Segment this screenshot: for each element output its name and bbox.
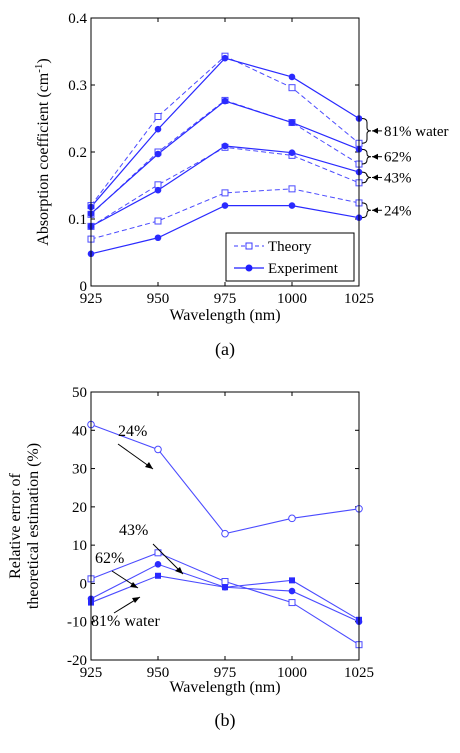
group-brace [361,148,372,165]
experiment-point [288,73,296,81]
error-point [221,529,229,538]
experiment-point [154,186,162,194]
panel-a-x-tick-label: 950 [147,291,170,307]
panel-b-x-tick-label: 1025 [344,665,374,681]
error-point [289,577,295,584]
panel-b-x-tick-label: 925 [80,665,103,681]
error-point [221,578,229,586]
error-point [155,572,161,579]
annotation-62-arrowhead [130,582,138,588]
panel-b-y-axis-label-line2: theoretical estimation (%) [25,443,42,609]
panel-b-x-tick-label: 1000 [277,665,307,681]
experiment-point [288,119,296,126]
panel-b-y-tick-label: 20 [72,500,87,516]
panel-b-y-tick-label: 30 [72,462,87,478]
group-brace [361,202,372,219]
group-arrowhead [372,127,378,134]
experiment-point [221,142,229,150]
legend-box [225,232,355,282]
experiment-point [221,202,229,209]
panel-b-x-axis-label: Wavelength (nm) [169,679,280,696]
error-series-line [90,552,360,646]
experiment-series-line [90,145,360,227]
error-point [222,584,228,591]
panel-a-y-axis-label: Absorption coefficient (cm-1) [33,58,52,245]
group-arrowhead [372,153,378,160]
panel-a-x-tick-label: 975 [214,291,237,307]
panel-b-y-tick-label: 50 [72,385,87,401]
experiment-series-line [90,100,360,215]
group-arrowhead [372,174,378,181]
experiment-point [288,202,296,209]
panel-a-x-tick-label: 1000 [277,291,307,307]
annotation-81-arrowhead [132,597,140,603]
theory-point [288,185,296,193]
panel-b-y-tick-label: 0 [80,576,88,592]
error-point [154,549,162,557]
legend-theory-marker [245,242,253,250]
panel-a-y-tick-label: 0 [80,279,88,295]
group-label: 81% water [384,124,449,140]
annotation-24-arrowhead [145,462,153,469]
legend-experiment-label: Experiment [268,261,339,277]
panel-b: 925 950 975 1000 1025 -20 -10 0 10 20 30 40 50 Wavel… [7,385,374,731]
panel-a-x-tick-label: 1025 [344,291,374,307]
panel-a-plot-frame [90,17,360,287]
group-brace [361,171,372,184]
legend-theory-label: Theory [268,239,312,255]
panel-a-x-axis-label: Wavelength (nm) [169,307,280,324]
experiment-point [154,234,162,242]
panel-a-x-tick-label: 925 [80,291,103,307]
panel-b-y-axis-label-line1: Relative error of [7,472,24,578]
error-point [288,514,296,523]
experiment-point [288,149,296,156]
panel-a-y-tick-label: 0.1 [68,212,87,228]
theory-point [221,189,229,197]
panel-b-y-tick-label: 10 [72,538,87,554]
panel-a-y-tick-label: 0.3 [68,78,87,94]
experiment-point [154,150,162,158]
group-arrowhead [372,207,378,214]
panel-b-x-tick-label: 975 [214,665,237,681]
error-point [288,587,296,595]
theory-series-line [90,55,360,206]
annotation-24-label: 24% [118,423,147,440]
panel-b-x-tick-label: 950 [147,665,170,681]
theory-point [154,112,162,120]
panel-a-y-tick-label: 0.2 [68,145,87,161]
panel-b-y-tick-label: -10 [67,615,87,631]
experiment-point [221,97,229,105]
experiment-point [154,125,162,133]
panel-b-annotations: 24% 43% 62% 81% water [91,423,184,630]
error-point [154,560,162,568]
annotation-43-arrowhead [175,567,183,574]
theory-series-line [90,146,360,227]
panel-b-label: (b) [215,710,236,731]
theory-series-line [90,99,360,215]
theory-series-line [90,188,360,240]
panel-b-y-tick-label: 40 [72,423,87,439]
legend-experiment-marker [245,264,253,272]
panel-a-label: (a) [215,339,235,360]
annotation-43-label: 43% [119,522,148,539]
annotation-81-label: 81% water [91,613,161,630]
panel-a-legend: Theory Experiment [225,232,355,282]
experiment-point [221,54,229,62]
annotation-62-label: 62% [95,550,124,567]
error-point [288,599,296,607]
panel-b-plot-frame [90,391,360,661]
group-brace [361,118,372,144]
group-label: 62% [384,150,412,166]
error-point [154,445,162,454]
theory-point [288,84,296,92]
panel-a-y-tick-label: 0.4 [68,11,87,27]
group-label: 43% [384,170,412,186]
group-label: 24% [384,203,412,219]
theory-point [154,217,162,225]
panel-a: 925 950 975 1000 1025 0 0.1 0.2 0.3 0.4 Wavelengt… [33,11,449,360]
experiment-series-line [90,57,360,208]
error-series-line [90,424,360,535]
panel-b-y-tick-label: -20 [67,653,87,669]
